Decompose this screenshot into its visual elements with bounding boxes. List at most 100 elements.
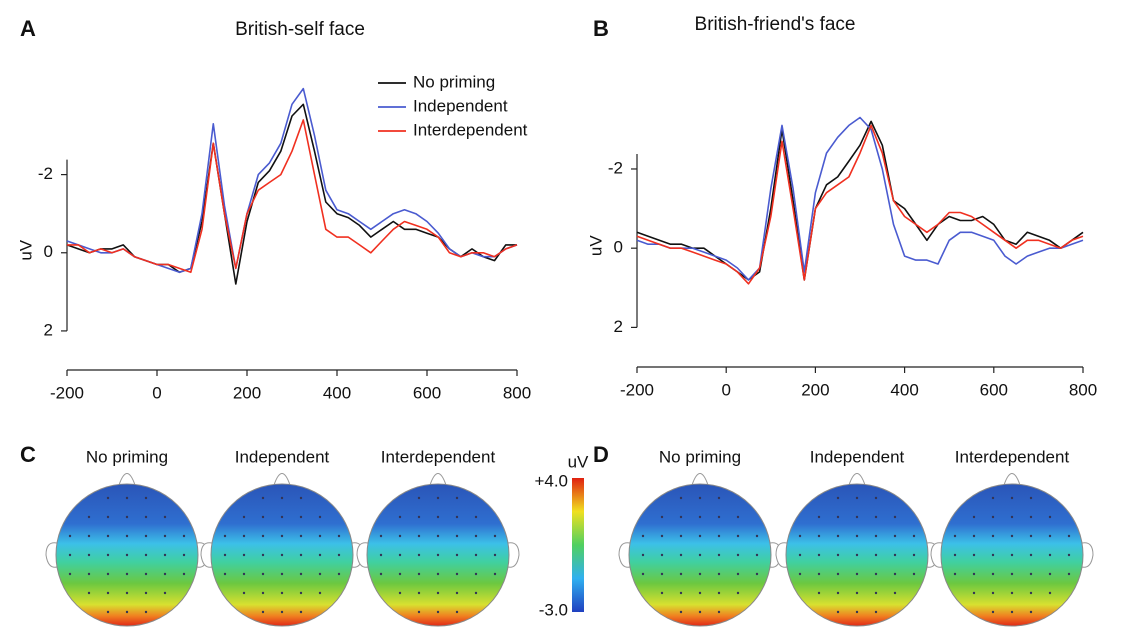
electrode [736,553,740,557]
electrode [493,572,497,576]
electrode [125,553,129,557]
electrode [398,515,402,519]
x-tick-label: 400 [890,380,918,399]
electrode [144,591,148,595]
electrode [398,553,402,557]
ear [356,542,369,568]
electrode [836,515,840,519]
electrode [455,610,459,614]
electrode [68,553,72,557]
y-tick-label: -2 [608,158,623,177]
electrode [144,572,148,576]
electrode [717,496,721,500]
electrode [379,572,383,576]
electrode [68,572,72,576]
electrode [698,553,702,557]
electrode [106,534,110,538]
electrode [1029,591,1033,595]
electrode [912,553,916,557]
y-tick-label: -2 [38,164,53,183]
electrode [223,553,227,557]
electrode [106,591,110,595]
electrode [261,534,265,538]
electrode [1010,553,1014,557]
electrode [379,553,383,557]
electrode [1029,534,1033,538]
electrode [417,534,421,538]
electrode [163,515,167,519]
electrode [436,610,440,614]
electrode [493,553,497,557]
electrode [893,591,897,595]
electrode [798,553,802,557]
electrode [660,553,664,557]
electrode [1029,610,1033,614]
electrode [1048,553,1052,557]
electrode [261,515,265,519]
colorbar [572,478,584,612]
electrode [991,534,995,538]
electrode [855,553,859,557]
electrode [698,496,702,500]
electrode [798,572,802,576]
electrode [436,515,440,519]
electrode [874,610,878,614]
electrode [474,572,478,576]
electrode [874,496,878,500]
electrode [1010,572,1014,576]
electrode [106,553,110,557]
electrode [417,610,421,614]
electrode [299,591,303,595]
electrode [417,553,421,557]
electrode [836,534,840,538]
electrode [679,515,683,519]
x-tick-label: 600 [413,383,441,402]
electrode [679,591,683,595]
electrode [144,515,148,519]
electrode [855,496,859,500]
electrode [163,534,167,538]
electrode [417,515,421,519]
electrode [280,591,284,595]
electrode [474,553,478,557]
electrode [280,534,284,538]
ear [618,542,631,568]
legend-label: Independent [413,96,508,115]
electrode [337,534,341,538]
electrode [436,553,440,557]
colorbar-max: +4.0 [534,471,568,490]
electrode [280,553,284,557]
electrode [991,572,995,576]
electrode [163,553,167,557]
series-line [636,116,1084,281]
electrode [1029,553,1033,557]
electrode [261,572,265,576]
x-tick-label: 800 [503,383,531,402]
electrode [660,591,664,595]
electrode [318,591,322,595]
electrode [1067,553,1071,557]
x-tick-label: -200 [620,380,654,399]
electrode [223,534,227,538]
electrode [798,534,802,538]
electrode [679,496,683,500]
electrode [717,534,721,538]
nose [1003,473,1021,486]
electrode [755,534,759,538]
nose [691,473,709,486]
panel-label: B [593,16,609,41]
series-line [67,119,518,274]
electrode [991,553,995,557]
electrode [242,515,246,519]
x-tick-label: -200 [50,383,84,402]
electrode [163,572,167,576]
electrode [836,591,840,595]
electrode [436,572,440,576]
y-tick-label: 0 [44,242,53,261]
electrode [972,591,976,595]
electrode [144,610,148,614]
topomap-title: Independent [235,447,330,466]
electrode [417,496,421,500]
legend-label: Interdependent [413,120,528,139]
electrode [436,496,440,500]
